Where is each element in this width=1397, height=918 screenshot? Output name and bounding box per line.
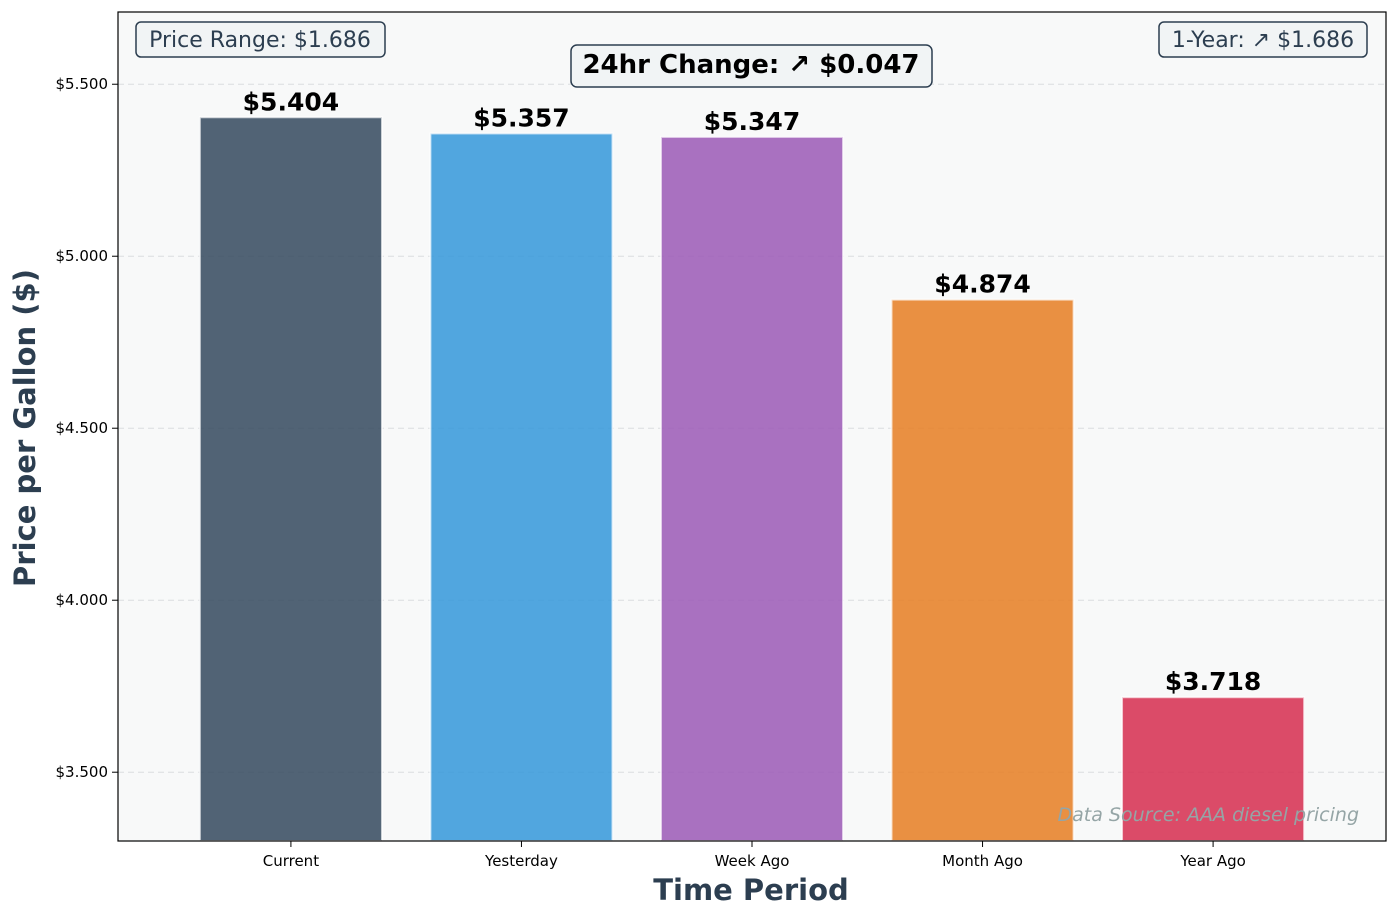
x-axis-title: Time Period (653, 873, 849, 907)
y-tick-label: $4.000 (56, 591, 109, 609)
bar-value-label: $5.347 (704, 107, 800, 136)
bar-value-label: $5.357 (473, 103, 569, 132)
bar-yesterday (429, 132, 614, 842)
y-axis-title: Price per Gallon ($) (8, 269, 42, 587)
data-source-note: Data Source: AAA diesel pricing (1058, 804, 1359, 826)
one-year-text: 1-Year: ↗ $1.686 (1172, 28, 1354, 53)
x-tick-label: Week Ago (715, 852, 790, 870)
y-tick-label: $5.000 (56, 247, 109, 265)
change-24hr-box: 24hr Change: ↗ $0.047 (570, 44, 933, 88)
y-tick-label: $4.500 (56, 419, 109, 437)
x-tick-label: Month Ago (942, 852, 1023, 870)
price-range-text: Price Range: $1.686 (149, 28, 371, 53)
x-tick-label: Current (263, 852, 319, 870)
x-tick-label: Year Ago (1179, 852, 1246, 870)
bar-value-label: $3.718 (1165, 667, 1261, 696)
bar-value-label: $4.874 (934, 270, 1030, 299)
bar-value-labels: $5.404 $5.357 $5.347 $4.874 $3.718 (243, 87, 1262, 696)
bar-week-ago (659, 135, 845, 843)
change-24hr-text: 24hr Change: ↗ $0.047 (582, 50, 919, 80)
x-tick-label: Yesterday (484, 852, 558, 870)
x-axis-ticks: Current Yesterday Week Ago Month Ago Year Ag… (263, 841, 1246, 870)
bar-month-ago (890, 298, 1075, 842)
bar-value-label: $5.404 (243, 87, 339, 116)
one-year-box: 1-Year: ↗ $1.686 (1158, 21, 1368, 58)
price-range-box: Price Range: $1.686 (135, 21, 386, 58)
bars (198, 116, 1306, 843)
y-tick-label: $5.500 (56, 75, 109, 93)
y-axis-ticks: $3.500 $4.000 $4.500 $5.000 $5.500 (56, 75, 118, 781)
bar-year-ago (1121, 696, 1306, 843)
bar-current (198, 116, 383, 843)
y-tick-label: $3.500 (56, 763, 109, 781)
